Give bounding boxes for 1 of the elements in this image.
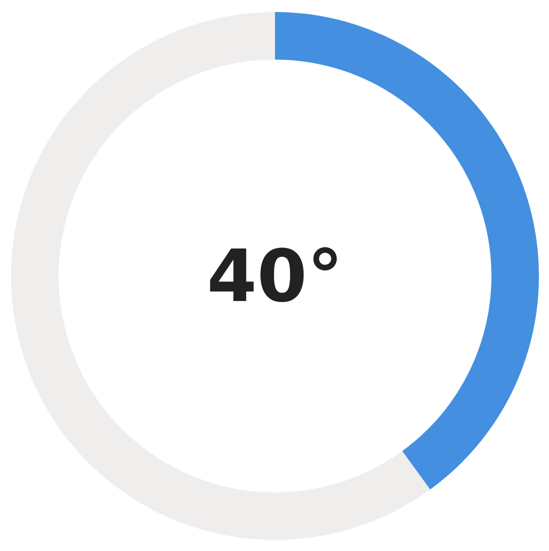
text: 40° [206,234,344,318]
